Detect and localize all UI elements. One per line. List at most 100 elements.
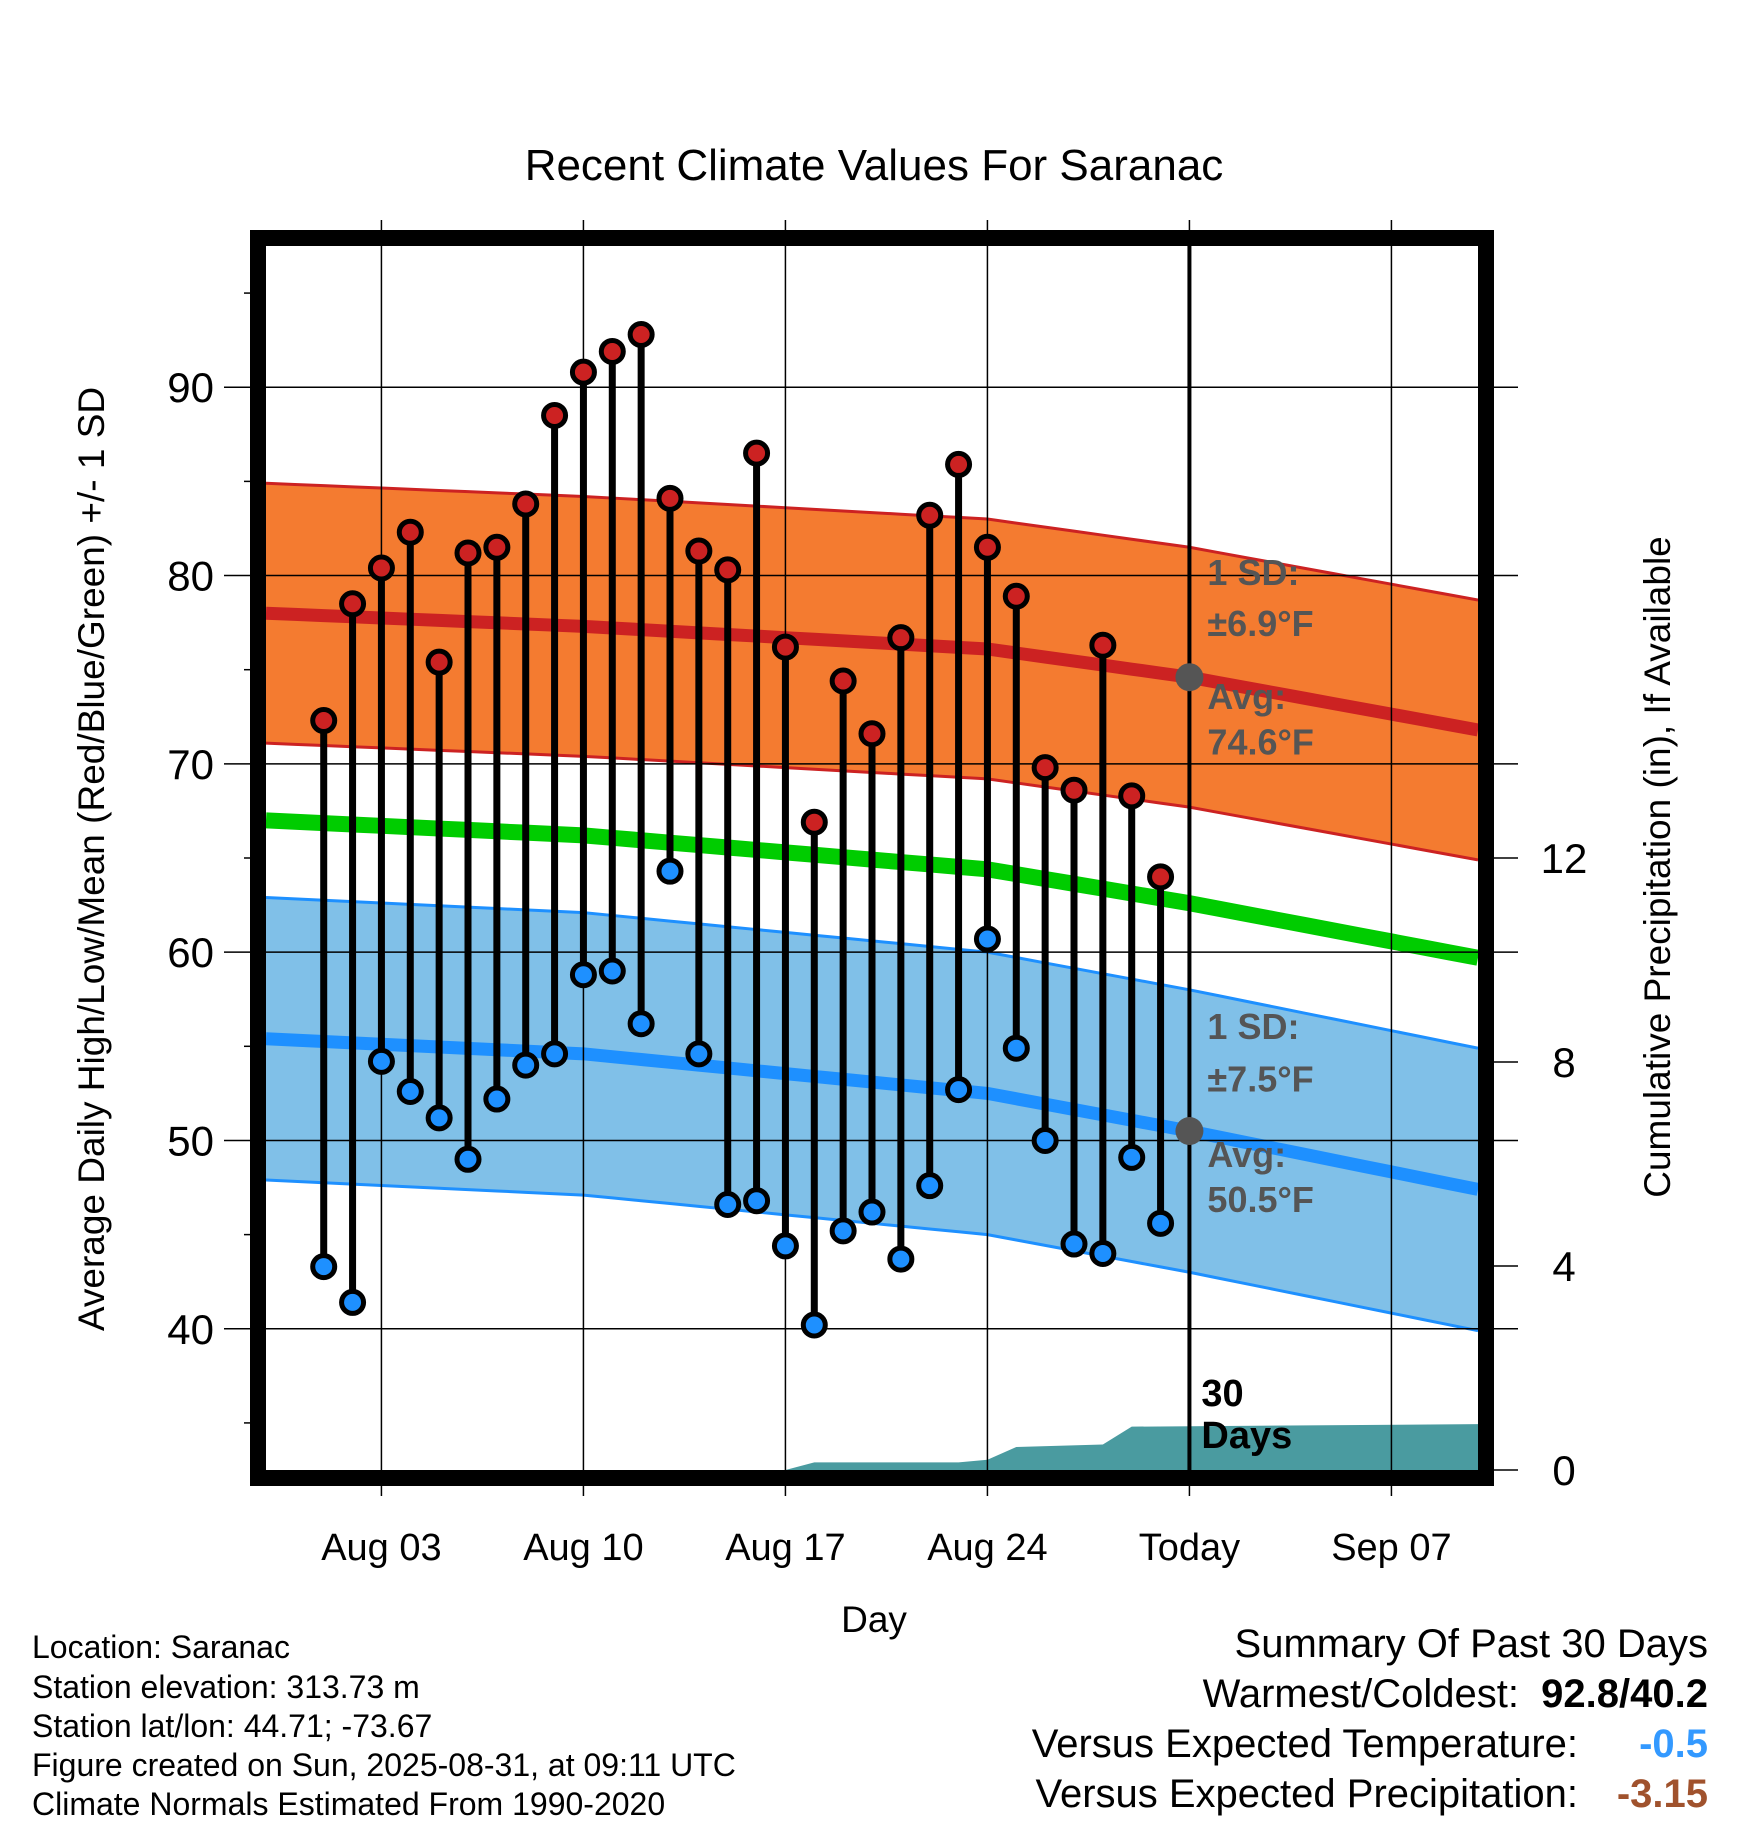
low-point: [627, 1010, 655, 1038]
y-tick-label: 60: [167, 929, 214, 976]
precip-label: Versus Expected Precipitation:: [1035, 1772, 1578, 1816]
high-point: [743, 439, 771, 467]
high-point: [483, 533, 511, 561]
low-point: [887, 1245, 915, 1273]
high-point: [1118, 782, 1146, 810]
low-point: [454, 1145, 482, 1173]
elevation-text: Station elevation: 313.73 m: [32, 1669, 420, 1705]
high-point: [454, 539, 482, 567]
y2-tick-label: 12: [1541, 835, 1588, 882]
y-tick-label: 40: [167, 1306, 214, 1353]
high-point: [1147, 863, 1175, 891]
high-point: [858, 720, 886, 748]
high-point: [1089, 631, 1117, 659]
y-tick-label: 80: [167, 553, 214, 600]
normal-high-today-marker: [1175, 663, 1204, 692]
x-tick-label: Today: [1139, 1527, 1240, 1569]
high-point: [367, 554, 395, 582]
high-point: [627, 321, 655, 349]
high-point: [945, 450, 973, 478]
low-point: [743, 1187, 771, 1215]
low-point: [800, 1311, 828, 1339]
x-axis-label: Day: [841, 1599, 907, 1640]
x-tick-label: Aug 17: [725, 1527, 845, 1569]
low-point: [569, 961, 597, 989]
high-point: [569, 358, 597, 386]
high-point: [512, 490, 540, 518]
temp-label: Versus Expected Temperature:: [1031, 1722, 1578, 1766]
high-point: [800, 808, 828, 836]
low-sd-label: 1 SD:: [1207, 1006, 1299, 1047]
low-point: [685, 1040, 713, 1068]
days-label-number: 30: [1201, 1373, 1243, 1415]
summary-title: Summary Of Past 30 Days: [1234, 1622, 1708, 1666]
low-point: [367, 1047, 395, 1075]
high-sd-label: 1 SD:: [1207, 552, 1299, 593]
high-point: [1060, 776, 1088, 804]
high-point: [598, 337, 626, 365]
high-point: [656, 484, 684, 512]
normal-low-today-marker: [1175, 1117, 1204, 1146]
high-point: [1002, 582, 1030, 610]
chart-title: Recent Climate Values For Saranac: [525, 141, 1224, 190]
low-avg-value: 50.5°F: [1207, 1179, 1313, 1220]
created-text: Figure created on Sun, 2025-08-31, at 09…: [32, 1747, 736, 1783]
low-point: [483, 1085, 511, 1113]
precip-area: [785, 1424, 1478, 1470]
normal-high-band-upper-edge: [266, 481, 1478, 602]
days-label-word: Days: [1201, 1415, 1292, 1457]
summary-warm-cold: Warmest/Coldest: 92.8/40.2: [1203, 1672, 1708, 1717]
low-point: [1031, 1126, 1059, 1154]
plot-area: Aug 03 Aug 10 Aug 17 Aug 24 Today Sep 0740506…: [167, 220, 1587, 1569]
y-axis-label: Average Daily High/Low/Mean (Red/Blue/Gr…: [71, 387, 112, 1331]
low-point: [1060, 1230, 1088, 1258]
y-tick-label: 50: [167, 1117, 214, 1164]
high-point: [916, 501, 944, 529]
low-point: [714, 1190, 742, 1218]
high-avg-value: 74.6°F: [1207, 721, 1313, 762]
normal-high-band: [266, 483, 1478, 860]
location-text: Location: Saranac: [32, 1629, 290, 1665]
y2-tick-label: 4: [1552, 1243, 1575, 1290]
low-point: [1118, 1143, 1146, 1171]
low-point: [1002, 1034, 1030, 1062]
high-point: [771, 633, 799, 661]
low-sd-value: ±7.5°F: [1207, 1059, 1313, 1100]
high-point: [973, 533, 1001, 561]
y-tick-label: 70: [167, 741, 214, 788]
low-point: [771, 1232, 799, 1260]
low-point: [829, 1217, 857, 1245]
low-point: [973, 925, 1001, 953]
high-avg-label: Avg:: [1207, 676, 1286, 717]
warm-cold-label: Warmest/Coldest:: [1202, 1672, 1519, 1716]
low-point: [339, 1288, 367, 1316]
low-point: [396, 1078, 424, 1106]
x-tick-label: Aug 03: [321, 1527, 441, 1569]
low-point: [916, 1172, 944, 1200]
low-point: [858, 1198, 886, 1226]
temp-value: -0.5: [1639, 1722, 1708, 1766]
y-tick-label: 90: [167, 364, 214, 411]
high-point: [887, 624, 915, 652]
summary-temp: Versus Expected Temperature: -0.5: [1032, 1722, 1708, 1767]
high-point: [339, 590, 367, 618]
low-point: [310, 1253, 338, 1281]
latlon-text: Station lat/lon: 44.71; -73.67: [32, 1708, 433, 1744]
warm-cold-value: 92.8/40.2: [1541, 1672, 1708, 1716]
high-point: [1031, 754, 1059, 782]
low-point: [1147, 1209, 1175, 1237]
normals-text: Climate Normals Estimated From 1990-2020: [32, 1786, 666, 1822]
x-tick-label: Sep 07: [1331, 1527, 1451, 1569]
y2-tick-label: 8: [1552, 1039, 1575, 1086]
low-avg-label: Avg:: [1207, 1134, 1286, 1175]
high-point: [714, 556, 742, 584]
high-point: [541, 401, 569, 429]
high-point: [425, 648, 453, 676]
x-tick-label: Aug 24: [927, 1527, 1047, 1569]
high-sd-value: ±6.9°F: [1207, 603, 1313, 644]
low-point: [512, 1051, 540, 1079]
low-point: [945, 1076, 973, 1104]
low-point: [598, 957, 626, 985]
low-point: [656, 857, 684, 885]
